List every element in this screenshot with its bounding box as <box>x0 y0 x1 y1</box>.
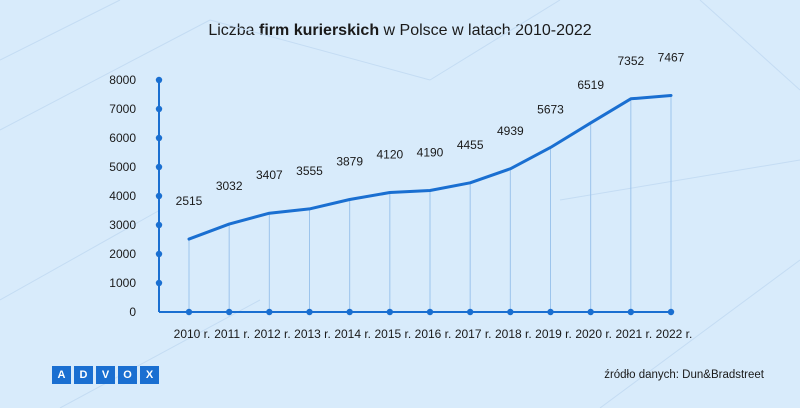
x-tick-label: 2020 r. <box>575 327 612 341</box>
logo-letter: X <box>140 366 159 384</box>
y-tick-label: 4000 <box>109 189 136 203</box>
data-label: 2515 <box>176 194 203 208</box>
chart-title-suffix: w Polsce w latach 2010-2022 <box>379 22 592 39</box>
background-pattern-line <box>209 19 431 81</box>
x-tick-label: 2011 r. <box>214 327 250 341</box>
y-tick-label: 0 <box>129 305 136 319</box>
x-axis-point <box>386 308 394 316</box>
data-label: 3032 <box>216 179 243 193</box>
chart-title: Liczba firm kurierskich w Polsce w latac… <box>0 22 800 40</box>
y-tick-label: 1000 <box>109 276 136 290</box>
x-axis-point <box>667 308 675 316</box>
data-label: 3555 <box>296 164 323 178</box>
x-tick-label: 2019 r. <box>535 327 572 341</box>
x-axis-point <box>547 308 554 316</box>
background-pattern-line <box>599 259 800 408</box>
y-tick-label: 5000 <box>109 160 136 174</box>
data-label: 6519 <box>577 78 604 92</box>
background-pattern-line <box>699 0 800 91</box>
y-tick-dot <box>155 76 163 84</box>
x-axis-point <box>426 308 434 316</box>
y-tick-dot <box>155 279 163 287</box>
x-axis-point <box>507 308 514 316</box>
x-tick-label: 2015 r. <box>374 327 411 341</box>
data-label: 7352 <box>617 54 644 68</box>
x-tick-label: 2010 r. <box>174 327 211 341</box>
y-tick-label: 3000 <box>109 218 136 232</box>
x-axis-point <box>587 308 594 316</box>
y-tick-dot <box>155 221 163 229</box>
background-pattern-line <box>429 0 561 81</box>
y-tick-label: 7000 <box>109 102 136 116</box>
x-tick-label: 2022 r. <box>656 327 693 341</box>
y-tick-dot <box>155 192 163 200</box>
logo-letter: A <box>52 366 71 384</box>
background-pattern-line <box>0 19 211 131</box>
x-axis-point <box>466 308 474 316</box>
y-tick-label: 6000 <box>109 131 136 145</box>
x-tick-label: 2012 r. <box>254 327 291 341</box>
data-label: 4455 <box>457 138 484 152</box>
series-line <box>187 93 673 241</box>
y-tick-label: 2000 <box>109 247 136 261</box>
y-tick-dot <box>155 105 163 113</box>
chart-title-bold: firm kurierskich <box>259 22 380 39</box>
y-tick-dot <box>155 134 163 142</box>
background-pattern-line <box>59 299 261 408</box>
x-axis-point <box>627 308 635 316</box>
x-tick-label: 2021 r. <box>615 327 652 341</box>
x-axis-point <box>346 308 353 316</box>
data-label: 5673 <box>537 102 564 116</box>
data-label: 3407 <box>256 168 283 182</box>
x-axis-point <box>266 308 273 316</box>
logo-letter: D <box>74 366 93 384</box>
data-label: 4939 <box>497 124 524 138</box>
advox-logo: A D V O X <box>52 366 159 384</box>
chart-title-prefix: Liczba <box>208 22 260 39</box>
data-label: 3879 <box>336 155 363 169</box>
x-tick-label: 2016 r. <box>415 327 452 341</box>
y-tick-dot <box>155 250 163 258</box>
x-axis-point <box>185 308 193 316</box>
x-tick-label: 2018 r. <box>495 327 532 341</box>
x-axis-point <box>225 308 233 316</box>
data-label: 4120 <box>376 148 403 162</box>
background-pattern-line <box>0 0 121 61</box>
logo-letter: V <box>96 366 115 384</box>
source-note: źródło danych: Dun&Bradstreet <box>604 369 764 381</box>
data-label: 7467 <box>658 50 685 64</box>
x-tick-label: 2014 r. <box>334 327 371 341</box>
background-pattern-line <box>559 159 800 201</box>
data-label: 4190 <box>417 145 444 159</box>
background-pattern-line <box>0 209 161 301</box>
x-tick-label: 2013 r. <box>294 327 331 341</box>
x-axis-point <box>306 308 313 316</box>
logo-letter: O <box>118 366 137 384</box>
y-tick-dot <box>155 163 163 171</box>
y-tick-label: 8000 <box>109 73 136 87</box>
x-tick-label: 2017 r. <box>455 327 492 341</box>
